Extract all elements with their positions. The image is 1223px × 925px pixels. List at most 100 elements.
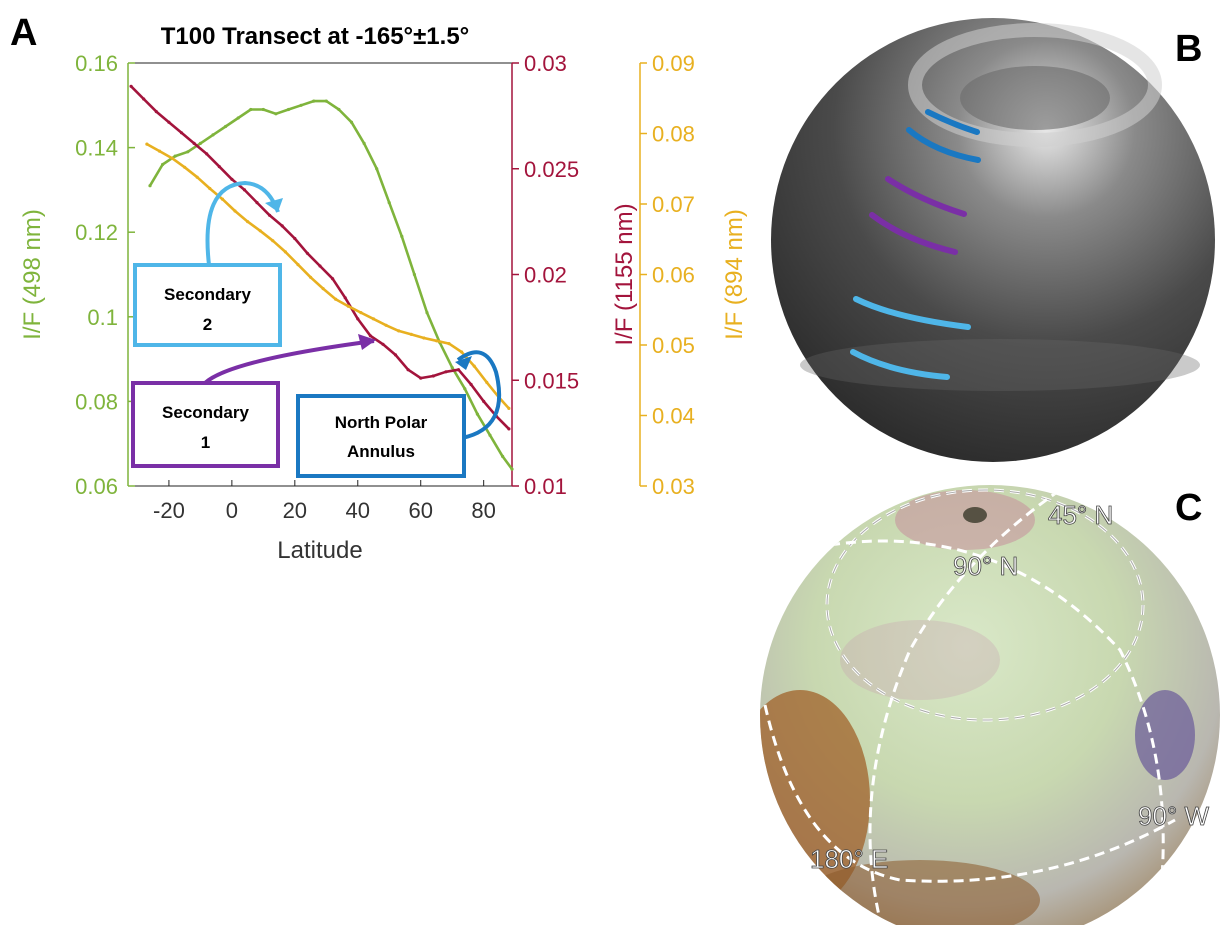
data-point-left <box>274 112 278 116</box>
data-point-mid <box>179 131 184 135</box>
annotation-box-secondary2 <box>133 263 282 347</box>
data-point-right <box>145 142 149 146</box>
globe-label-180e: 180° E <box>810 844 888 874</box>
panel-a-chart: T100 Transect at -165°±1.5° -20 0 20 40 60 80… <box>19 23 748 564</box>
y-tick-label-left: 0.06 <box>75 474 118 499</box>
secondary2-marker-2 <box>850 349 950 380</box>
data-point-mid <box>142 97 146 101</box>
data-point-right <box>233 209 237 213</box>
data-point-mid <box>343 296 347 300</box>
data-point-mid <box>456 368 461 372</box>
y-axis-title-mid: I/F (1155 nm) <box>611 203 638 345</box>
data-point-right <box>334 297 338 301</box>
data-point-left <box>475 412 479 416</box>
terrain-pink-mid <box>840 620 1000 700</box>
data-point-left <box>249 107 253 112</box>
data-point-mid <box>381 342 385 346</box>
data-point-mid <box>507 427 511 431</box>
terrain-purple-right <box>1135 690 1195 780</box>
data-point-left <box>236 116 240 120</box>
annotation-arrowhead-npa <box>455 356 472 370</box>
y-tick-label-left: 0.16 <box>75 51 118 76</box>
y-tick-label-right: 0.09 <box>652 51 695 76</box>
data-point-left <box>349 120 354 124</box>
annotation-arrow-secondary1 <box>203 339 375 385</box>
npa-marker-2 <box>906 127 981 163</box>
npa-marker-1 <box>925 109 980 135</box>
data-point-right <box>170 156 174 160</box>
x-tick-label: 80 <box>471 498 495 523</box>
data-point-right <box>384 323 388 327</box>
data-point-right <box>246 220 250 224</box>
y-axis-title-right: I/F (894 nm) <box>721 209 748 340</box>
data-point-right <box>321 287 325 291</box>
data-point-right <box>397 329 401 333</box>
data-point-left <box>324 99 328 103</box>
data-point-left <box>299 103 303 107</box>
data-point-mid <box>167 120 171 124</box>
y-tick-label-left: 0.08 <box>75 389 118 414</box>
annotation-text-npa: North Polar <box>335 413 428 432</box>
data-point-left <box>400 234 404 238</box>
annotation-arrowhead-secondary2 <box>265 198 283 212</box>
data-point-mid <box>356 317 360 321</box>
x-tick-label: -20 <box>153 498 185 523</box>
data-point-left <box>510 467 514 471</box>
data-point-right <box>157 149 162 153</box>
x-tick-label: 0 <box>226 498 238 523</box>
terrain-dark-spot <box>963 507 987 523</box>
data-point-right <box>296 263 300 267</box>
y-tick-label-mid: 0.025 <box>524 157 579 182</box>
annotation-text-secondary2: Secondary <box>164 285 251 304</box>
data-point-mid <box>331 277 335 281</box>
data-point-right <box>346 304 350 308</box>
y-tick-label-mid: 0.01 <box>524 474 567 499</box>
data-point-mid <box>419 376 423 380</box>
data-point-left <box>286 107 291 112</box>
data-point-mid <box>280 224 284 228</box>
equator-line <box>763 704 1176 883</box>
data-point-mid <box>242 188 247 192</box>
annotation-box-secondary1 <box>131 381 280 468</box>
data-point-mid <box>293 236 297 241</box>
data-point-right <box>409 332 413 336</box>
y-tick-label-left: 0.1 <box>87 305 118 330</box>
x-tick-label: 60 <box>408 498 432 523</box>
y-axis-title-left: I/F (498 nm) <box>19 209 46 340</box>
data-point-left <box>501 454 505 458</box>
data-point-right <box>208 186 212 191</box>
data-point-left <box>362 141 366 145</box>
x-tick-label: 20 <box>283 498 307 523</box>
panel-b-image <box>771 18 1215 462</box>
data-point-right <box>258 229 262 233</box>
globe-label-90w: 90° W <box>1138 801 1210 831</box>
meridian-90w <box>829 539 1165 901</box>
data-point-left <box>425 311 429 315</box>
secondary1-marker-2 <box>869 212 958 255</box>
data-point-left <box>450 366 454 370</box>
data-point-right <box>472 364 476 368</box>
panel-label-c: C <box>1175 487 1203 529</box>
data-point-right <box>195 175 199 179</box>
equator-band <box>800 339 1200 391</box>
data-point-right <box>434 339 439 343</box>
panel-label-b: B <box>1175 28 1203 70</box>
x-axis-title: Latitude <box>277 537 362 564</box>
annotation-text-secondary1: Secondary <box>162 403 249 422</box>
data-point-mid <box>482 399 486 403</box>
data-point-left <box>387 201 391 205</box>
y-tick-label-mid: 0.02 <box>524 263 567 288</box>
data-point-left <box>412 272 416 277</box>
chart-title: T100 Transect at -165°±1.5° <box>161 23 470 50</box>
data-point-left <box>463 387 467 391</box>
data-point-right <box>507 406 511 410</box>
y-tick-label-mid: 0.015 <box>524 368 579 393</box>
data-point-mid <box>230 177 234 181</box>
annotation-text-npa: Annulus <box>347 442 415 461</box>
globe-label-90n: 90° N <box>953 551 1018 581</box>
annotation-arrowhead-secondary1 <box>358 334 376 350</box>
y-tick-label-mid: 0.03 <box>524 51 567 76</box>
data-point-mid <box>469 382 473 387</box>
data-point-mid <box>129 84 133 88</box>
data-point-mid <box>406 368 410 372</box>
